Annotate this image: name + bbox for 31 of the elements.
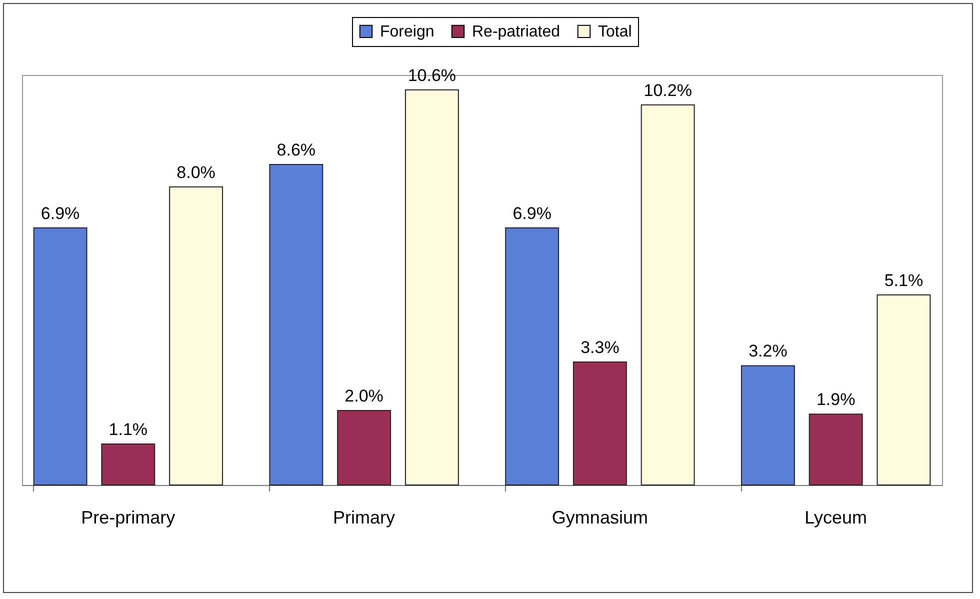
data-label: 6.9% <box>512 204 552 223</box>
legend-label: Foreign <box>380 23 434 40</box>
bar <box>101 444 156 486</box>
x-tick-label: Lyceum <box>804 508 868 528</box>
bar <box>269 164 324 486</box>
bar <box>572 362 627 486</box>
x-tick-label: Primary <box>333 508 396 528</box>
bar <box>740 365 795 486</box>
bar <box>808 414 863 486</box>
bar <box>876 294 931 486</box>
x-tick-label: Gymnasium <box>552 508 648 528</box>
data-label: 8.0% <box>176 162 216 182</box>
bar <box>169 186 224 486</box>
bar <box>337 410 392 486</box>
legend-label: Total <box>598 23 632 40</box>
data-label: 1.1% <box>108 420 148 439</box>
bar <box>505 227 560 486</box>
data-label: 2.0% <box>344 386 384 406</box>
data-label: 8.6% <box>276 140 316 160</box>
legend-label: Re-patriated <box>472 23 560 40</box>
data-label: 1.9% <box>816 390 856 410</box>
data-label: 6.9% <box>40 204 80 223</box>
data-label: 10.6% <box>408 66 456 85</box>
data-label: 5.1% <box>884 270 924 290</box>
data-label: 3.3% <box>580 338 620 357</box>
x-tick-label: Pre-primary <box>81 508 176 528</box>
bar <box>33 227 88 486</box>
bar <box>640 104 695 486</box>
data-label: 3.2% <box>748 342 788 361</box>
bar <box>404 89 459 486</box>
data-label: 10.2% <box>644 80 692 100</box>
